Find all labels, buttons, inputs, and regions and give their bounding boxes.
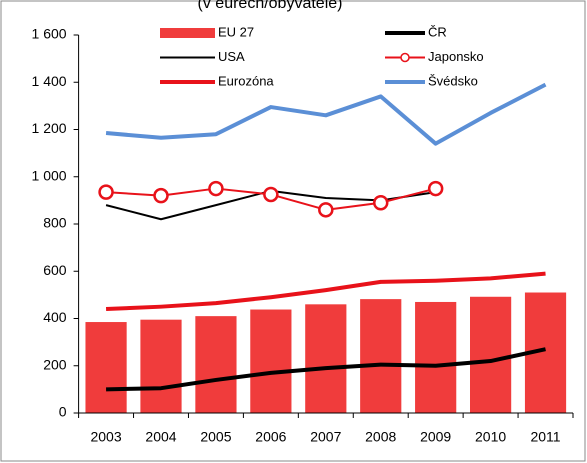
y-tick-label: 1 400 <box>32 73 67 89</box>
y-tick-label: 0 <box>59 404 67 420</box>
marker <box>153 187 169 204</box>
x-tick-label: 2007 <box>310 429 341 445</box>
marker <box>318 202 334 218</box>
legend-label: Švédsko <box>428 73 478 88</box>
bar <box>360 299 402 413</box>
bar <box>305 304 347 413</box>
y-tick-label: 400 <box>43 309 67 325</box>
x-tick-label: 2010 <box>475 429 506 445</box>
marker <box>263 186 279 203</box>
marker <box>208 180 224 197</box>
line <box>105 82 547 146</box>
x-tick-label: 2008 <box>365 429 396 445</box>
bar <box>85 322 127 413</box>
y-tick-label: 600 <box>43 262 67 278</box>
marker <box>98 184 114 200</box>
x-tick-label: 2009 <box>420 429 451 445</box>
legend-marker <box>400 52 410 63</box>
legend-label: USA <box>218 49 245 64</box>
x-tick-label: 2004 <box>145 429 176 445</box>
bar <box>250 309 292 413</box>
legend-label: Eurozóna <box>218 73 274 88</box>
x-tick-label: 2005 <box>200 429 231 445</box>
y-tick-label: 1 000 <box>32 167 67 183</box>
bar <box>195 316 237 413</box>
x-tick-label: 2006 <box>255 429 286 445</box>
line <box>105 271 546 312</box>
y-tick-label: 1 600 <box>32 26 67 42</box>
marker <box>427 180 444 197</box>
marker <box>372 194 389 211</box>
y-tick-label: 1 200 <box>32 120 67 136</box>
legend-label: Japonsko <box>428 49 484 64</box>
bar <box>470 296 512 413</box>
bar <box>140 319 182 413</box>
legend-swatch <box>160 28 215 38</box>
legend-label: ČR <box>428 24 447 39</box>
x-tick-label: 2011 <box>530 429 560 445</box>
x-tick-label: 2003 <box>90 429 121 445</box>
chart-title: (v eurech/obyvatele) <box>198 0 343 12</box>
bar <box>415 301 457 413</box>
y-tick-label: 200 <box>43 356 67 372</box>
y-tick-label: 800 <box>43 215 67 231</box>
legend-label: EU 27 <box>218 24 254 39</box>
line <box>106 347 546 392</box>
